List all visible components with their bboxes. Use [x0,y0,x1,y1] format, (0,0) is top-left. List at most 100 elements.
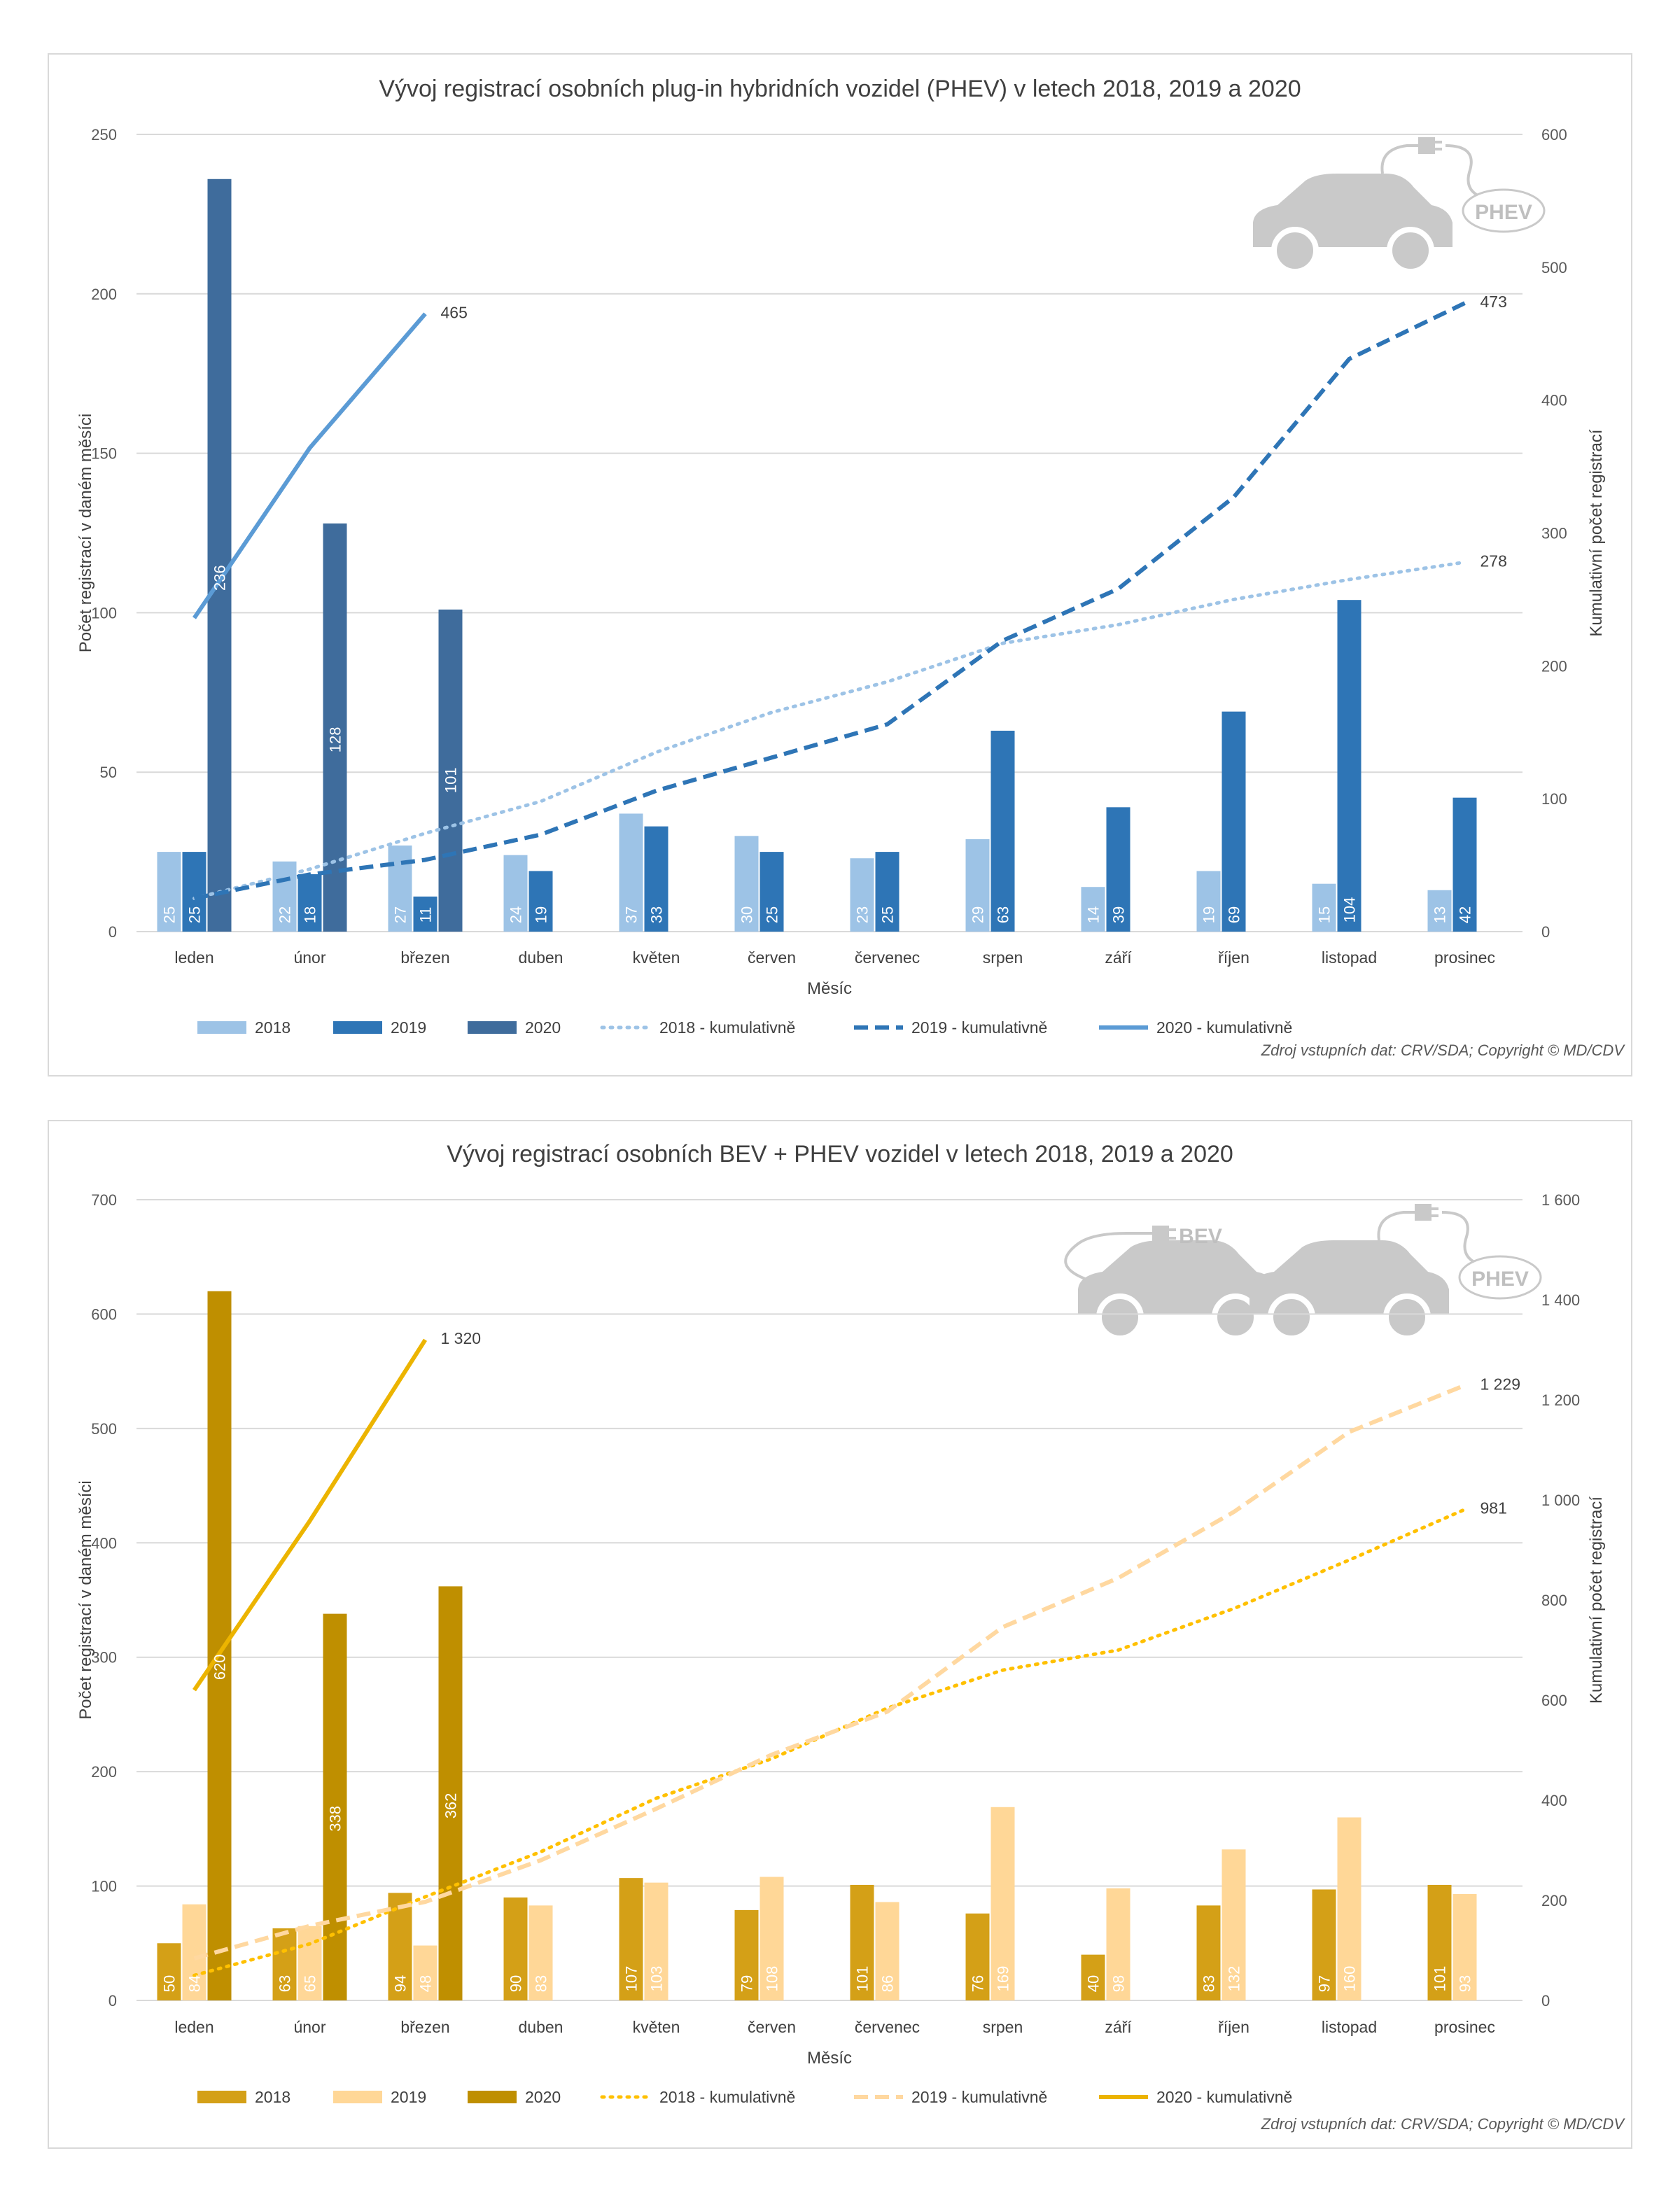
wheel-icon [1387,227,1434,274]
y2-tick-label: 0 [1541,923,1550,941]
wheel-icon [1212,1293,1259,1341]
y2-tick-label: 300 [1541,525,1567,542]
bars [157,1291,1477,2000]
y-tick-label: 400 [91,1534,117,1552]
bar-2019-srpen [990,1807,1015,2000]
legend-label: 2019 [391,2088,426,2106]
y-tick-label: 200 [91,286,117,303]
wheel-icon [1096,1293,1144,1341]
cable-icon [1445,144,1485,199]
bar-data-label: 97 [1316,1975,1334,1992]
bar-data-label: 93 [1457,1975,1474,1992]
bar-2019-říjen [1222,1849,1246,2000]
bar-2019-leden [182,852,206,932]
plug-icon [1418,137,1442,154]
x-tick-label: květen [633,2018,680,2036]
legend-label: 2019 [391,1018,426,1037]
car-illustration: PHEV [1253,137,1546,274]
y2-tick-label: 600 [1541,126,1567,143]
line-2020 - kumulativně [192,312,427,619]
bar-data-label: 27 [392,906,410,923]
bar-data-label: 30 [738,906,756,923]
bar-data-label: 86 [879,1975,897,1992]
bar-data-label: 83 [1200,1975,1218,1992]
car-illustration: BEV [1064,1225,1278,1341]
legend-label: 2019 - kumulativně [911,2088,1047,2106]
legend-label: 2019 - kumulativně [911,1018,1047,1037]
bar-data-label: 90 [507,1975,525,1992]
bar-data-label: 18 [302,906,319,923]
plug-icon [1152,1226,1176,1242]
bar-2018-srpen [965,839,990,932]
cable-icon [1380,144,1420,174]
source-note: Zdroj vstupních dat: CRV/SDA; Copyright … [1261,1042,1626,1059]
bar-data-label: 23 [854,906,872,923]
bar-2019-červenec [875,1902,899,2000]
y-tick-label: 250 [91,126,117,143]
y2-tick-label: 100 [1541,790,1567,808]
x-tick-label: leden [174,2018,214,2036]
bar-2020-leden [207,178,232,932]
bar-2019-listopad [1337,1817,1362,2000]
x-tick-label: březen [400,948,449,967]
bar-2018-březen [388,845,412,932]
bar-data-label: 160 [1341,1966,1359,1992]
legend-swatch-2019 [333,2091,382,2103]
bar-data-label: 40 [1085,1975,1102,1992]
bar-2019-únor [298,874,322,932]
x-tick-label: říjen [1218,948,1250,967]
y2-axis-title: Kumulativní počet registrací [1587,429,1606,636]
legend-label: 2020 [525,1018,561,1037]
bar-data-label: 128 [327,727,344,753]
bar-2018-září [1081,1954,1105,2000]
gridlines [136,1199,1522,2001]
y-tick-label: 0 [108,1992,117,2010]
y-tick-label: 500 [91,1420,117,1438]
bar-data-label: 63 [276,1975,294,1992]
line-end-label: 278 [1480,552,1507,570]
y-tick-label: 200 [91,1763,117,1781]
wheel-icon [1383,1293,1431,1341]
bar-data-label: 14 [1085,906,1102,923]
line-2018 - kumulativně [192,560,1466,901]
x-axis-title: Měsíc [807,979,852,998]
legend-label: 2018 - kumulativně [659,1018,795,1037]
x-tick-label: prosinec [1434,2018,1495,2036]
bar-2019-duben [528,871,553,932]
y2-tick-label: 200 [1541,657,1567,675]
bar-2019-květen [644,1882,668,2000]
y2-tick-label: 0 [1541,1992,1550,2010]
line-end-label: 473 [1480,293,1507,311]
bar-2019-říjen [1222,711,1246,932]
bar-data-label: 50 [161,1975,178,1992]
bar-data-label: 94 [392,1975,410,1992]
chart-panel-phev: Vývoj registrací osobních plug-in hybrid… [48,53,1632,1077]
bar-data-label: 29 [969,906,987,923]
bar-data-label: 22 [276,906,294,923]
y-tick-label: 150 [91,445,117,463]
cable-icon [1064,1232,1154,1280]
y2-tick-label: 1 600 [1541,1191,1580,1209]
bar-2018-duben [503,855,528,932]
legend-label: 2020 [525,2088,561,2106]
x-tick-label: červen [748,948,796,967]
bar-data-label: 15 [1316,906,1334,923]
legend: 2018 2019 2020 2018 - kumulativně 2019 - kum… [197,2088,1292,2106]
bar-2018-červenec [850,1884,874,2000]
y2-tick-label: 200 [1541,1892,1567,1909]
bar-2020-leden [207,1291,232,2000]
bar-data-label: 83 [533,1975,550,1992]
car-illustration: PHEV [1250,1204,1542,1341]
bar-data-label: 107 [623,1966,640,1992]
bar-2019-únor [298,1926,322,2000]
bar-2019-červen [760,852,784,932]
bar-2019-listopad [1337,600,1362,932]
bar-data-label: 19 [1200,906,1218,923]
line-2018 - kumulativně [192,1508,1466,1977]
y-tick-label: 50 [100,764,117,781]
y2-tick-label: 400 [1541,1792,1567,1809]
bar-2019-duben [528,1905,553,2000]
bar-2019-září [1106,807,1130,932]
x-tick-label: září [1105,2018,1132,2036]
x-tick-label: únor [293,2018,326,2036]
